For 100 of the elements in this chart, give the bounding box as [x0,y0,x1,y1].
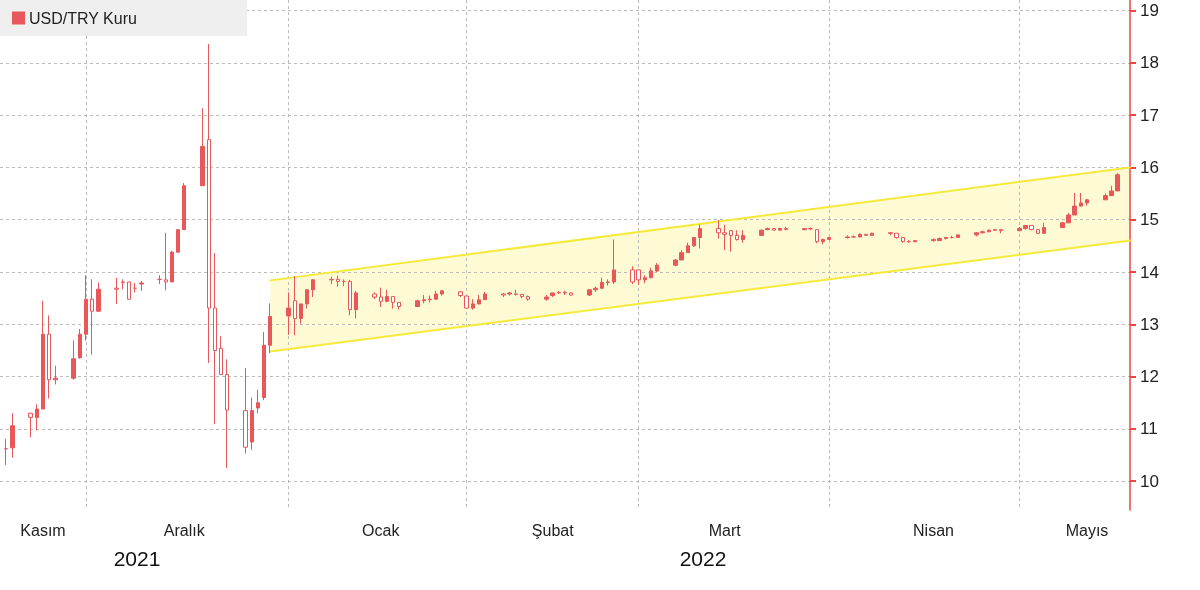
y-tick-label: 16 [1140,157,1159,177]
candlestick [870,232,874,236]
candlestick [200,107,205,187]
candlestick [999,228,1003,234]
y-tick-label: 15 [1140,210,1159,230]
candlestick [759,229,764,236]
legend-label: USD/TRY Kuru [29,9,137,27]
candlestick [225,358,229,469]
candlestick [262,331,266,401]
candlestick [256,389,260,414]
candlestick [692,236,696,248]
candlestick [4,438,8,466]
candlestick [78,328,82,360]
y-tick-label: 11 [1140,419,1158,439]
candlestick [649,267,653,279]
candlestick [219,335,223,376]
candlestick [827,236,831,241]
candlestick [90,278,94,356]
candlestick [96,281,101,312]
y-tick-label: 10 [1140,471,1159,491]
text: 2022 [679,546,727,570]
candlestick [1079,192,1083,207]
candlestick [643,274,647,284]
candlestick [299,303,303,325]
candlestick [434,290,438,300]
candlestick [293,275,297,336]
candlestick [606,278,610,287]
candlestick [213,252,217,425]
candlestick [765,227,770,231]
candlestick [477,294,481,305]
candlestick [550,292,555,298]
candlestick [53,365,58,385]
x-tick-label: Mart [708,521,742,539]
candlestick [305,288,309,310]
candlestick [956,234,960,238]
x-tick-label: Kasım [20,521,66,539]
candlestick [182,182,186,231]
candlestick [336,275,340,288]
candlestick [944,236,948,241]
candlestick [772,228,776,231]
candlestick [71,340,76,381]
candlestick [655,262,659,273]
text: 2021 [113,546,161,570]
candlestick [41,300,45,410]
candlestick [84,274,88,342]
candlestick [563,290,567,296]
candlestick [348,279,352,316]
candlestick [170,250,174,283]
candlestick [354,290,358,320]
candlestick [379,287,383,308]
candlestick [385,289,389,303]
candlestick [440,289,444,297]
candlestick [600,277,604,290]
y-tick-label: 17 [1140,105,1159,125]
candlestick [139,280,144,292]
candlestick [778,227,782,231]
candlestick [612,239,616,285]
candlestick [47,314,51,400]
candlestick [329,276,334,285]
candlestick [698,223,702,249]
candlestick [784,226,788,231]
candlestick [121,278,125,290]
candlestick [164,232,168,291]
candlestick [851,234,856,238]
y-tick-label: 14 [1140,262,1159,282]
candlestick [1085,198,1089,207]
candlestick [422,294,426,304]
candlestick [729,229,733,253]
candlestick [176,228,180,254]
candlestick [127,281,131,301]
candlestick [372,291,377,300]
y-tick-label: 13 [1140,314,1159,334]
x-tick-label: Aralık [163,521,206,539]
x-tick-label: Ocak [362,521,401,539]
candlestick [913,239,917,243]
candlestick [514,289,518,297]
candlestick [250,397,254,451]
candlestick [243,367,248,455]
candlestick [415,299,420,308]
candlestick [686,242,690,254]
candlestick [858,232,862,238]
candlestick [526,295,530,302]
candlestick [28,412,33,438]
candlestick [207,43,211,364]
y-tick-label: 18 [1140,53,1159,73]
candlestick [10,412,15,459]
candlestick [311,278,315,298]
candlestick [741,229,745,244]
candlestick [471,298,475,311]
candlestick [286,291,291,336]
candlestick [802,228,807,231]
candlestick [864,233,868,236]
candlestick [821,238,825,245]
x-tick-label: Mayıs [1065,521,1109,539]
candlestick [993,228,997,232]
candlestick [544,294,549,302]
candlestick [397,301,401,311]
candlestick [845,234,850,240]
candlestick [520,293,524,299]
candlestick [557,290,561,295]
